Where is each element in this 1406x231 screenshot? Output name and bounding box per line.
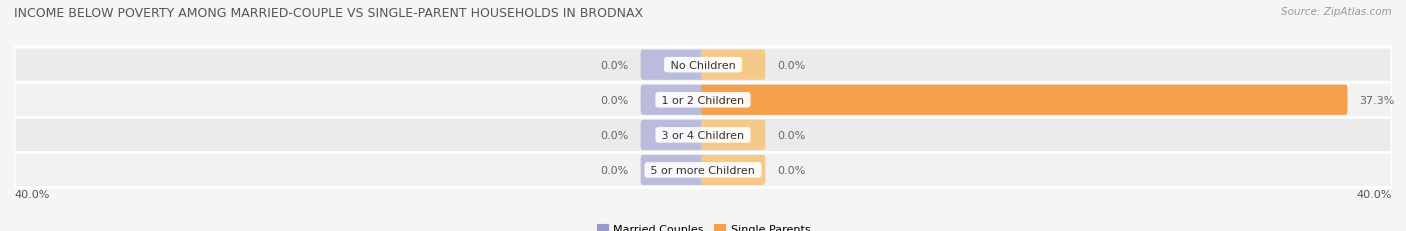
Text: INCOME BELOW POVERTY AMONG MARRIED-COUPLE VS SINGLE-PARENT HOUSEHOLDS IN BRODNAX: INCOME BELOW POVERTY AMONG MARRIED-COUPL…	[14, 7, 643, 20]
FancyBboxPatch shape	[702, 85, 1347, 115]
FancyBboxPatch shape	[641, 120, 704, 150]
Text: 0.0%: 0.0%	[600, 95, 628, 105]
Text: 0.0%: 0.0%	[600, 165, 628, 175]
Text: 0.0%: 0.0%	[600, 61, 628, 70]
Text: 40.0%: 40.0%	[14, 189, 49, 199]
Text: 0.0%: 0.0%	[600, 130, 628, 140]
FancyBboxPatch shape	[702, 155, 765, 185]
Text: 0.0%: 0.0%	[778, 165, 806, 175]
FancyBboxPatch shape	[702, 120, 765, 150]
Text: Source: ZipAtlas.com: Source: ZipAtlas.com	[1281, 7, 1392, 17]
Text: 40.0%: 40.0%	[1357, 189, 1392, 199]
Text: 0.0%: 0.0%	[778, 130, 806, 140]
FancyBboxPatch shape	[641, 155, 704, 185]
FancyBboxPatch shape	[641, 85, 704, 115]
FancyBboxPatch shape	[702, 50, 765, 80]
Text: 5 or more Children: 5 or more Children	[647, 165, 759, 175]
FancyBboxPatch shape	[14, 118, 1392, 153]
Text: 0.0%: 0.0%	[778, 61, 806, 70]
Text: 1 or 2 Children: 1 or 2 Children	[658, 95, 748, 105]
Text: 37.3%: 37.3%	[1360, 95, 1395, 105]
FancyBboxPatch shape	[14, 153, 1392, 188]
Legend: Married Couples, Single Parents: Married Couples, Single Parents	[592, 219, 814, 231]
FancyBboxPatch shape	[14, 83, 1392, 118]
FancyBboxPatch shape	[641, 50, 704, 80]
FancyBboxPatch shape	[14, 48, 1392, 83]
Text: 3 or 4 Children: 3 or 4 Children	[658, 130, 748, 140]
Text: No Children: No Children	[666, 61, 740, 70]
